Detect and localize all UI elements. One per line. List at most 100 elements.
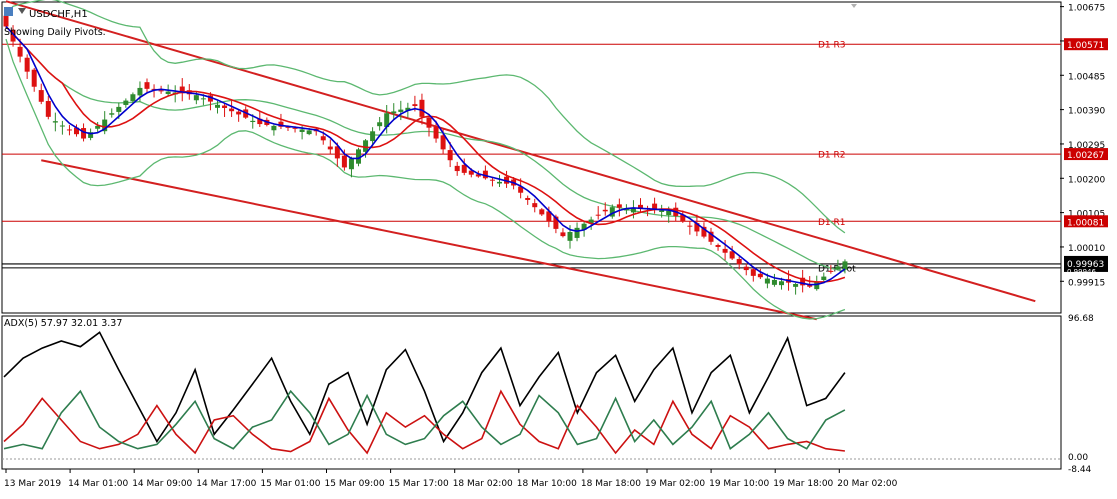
candle-body [45, 101, 51, 117]
candle-body [405, 107, 411, 111]
adx-title: ADX(5) 57.97 32.01 3.37 [4, 318, 122, 329]
candle-body [165, 91, 171, 94]
candle-body [391, 111, 397, 114]
candle-body [525, 197, 531, 200]
candle-body [680, 214, 686, 222]
candle-body [518, 186, 524, 193]
candle-body [630, 208, 636, 213]
candle-body [447, 150, 453, 161]
candle-body [24, 57, 30, 72]
candle-body [123, 100, 129, 105]
candle-body [757, 273, 763, 278]
candle-body [306, 130, 312, 135]
pivot-price-box [1064, 215, 1108, 228]
chevron-down-icon[interactable] [18, 8, 26, 14]
candle-body [179, 86, 185, 94]
candle-body [489, 179, 495, 181]
shift-marker-icon[interactable] [851, 4, 857, 8]
candle-body [715, 245, 721, 247]
current-price-label: 0.99963 [1067, 260, 1104, 270]
ma-slow-line [5, 25, 846, 283]
candle-body [835, 266, 841, 270]
candle-body [102, 119, 108, 132]
pivot-price-box [1064, 148, 1108, 161]
candle-body [130, 94, 136, 102]
candle-body [116, 106, 122, 112]
candle-body [250, 120, 256, 123]
candle-body [52, 121, 58, 123]
candle-body [694, 223, 700, 232]
candle-body [743, 266, 749, 271]
candle-body [257, 118, 263, 125]
candle-body [95, 125, 101, 129]
time-tick-label: 14 Mar 17:00 [196, 479, 256, 489]
candle-body [497, 181, 502, 184]
adx-subwindow-frame [1, 315, 1062, 470]
price-tick-label: 1.00485 [1068, 72, 1105, 82]
candle-body [595, 214, 601, 216]
candle-body [687, 225, 693, 227]
candle-body [793, 283, 799, 287]
adx-tick-label: 0.00 [1068, 453, 1088, 463]
candle-body [320, 136, 326, 141]
bollinger-upper [5, 0, 846, 234]
candle-body [553, 216, 559, 229]
candle-body [59, 125, 65, 127]
candle-body [38, 90, 44, 102]
adx-series-plusdi [3, 389, 845, 455]
candle-body [207, 95, 213, 102]
time-tick-label: 14 Mar 09:00 [132, 479, 192, 489]
candle-body [539, 209, 545, 215]
time-tick-label: 20 Mar 02:00 [837, 479, 897, 489]
candle-body [567, 231, 573, 241]
price-tick-label: 1.00200 [1068, 175, 1105, 185]
candle-body [292, 127, 298, 129]
adx-lines [3, 331, 846, 455]
candle-body [299, 129, 305, 132]
candle-body [356, 149, 361, 164]
candle-body [31, 69, 37, 87]
candle-body [348, 158, 354, 170]
candle-body [285, 126, 291, 128]
price-tick-label: 1.00675 [1068, 4, 1105, 14]
candle-body [384, 113, 390, 128]
candle-body [334, 146, 340, 159]
candle-body [574, 227, 580, 238]
candle-body [807, 284, 813, 287]
candle-body [666, 210, 672, 216]
candle-body [341, 155, 347, 168]
candle-body [652, 203, 658, 210]
candle-body [377, 122, 383, 127]
candle-body [828, 270, 834, 272]
candle-body [151, 88, 157, 90]
pivot-name-label: D1 R3 [818, 41, 846, 51]
pivot-price-label: 1.00267 [1067, 151, 1104, 161]
candle-body [764, 278, 770, 284]
candle-body [278, 121, 284, 127]
trend-channel[interactable] [5, 0, 1036, 321]
candle-body [370, 131, 376, 142]
candle-body [701, 226, 707, 237]
candle-body [609, 207, 615, 217]
candle-body [109, 113, 115, 115]
main-chart-frame [1, 1, 1062, 314]
candle-body [814, 281, 820, 290]
candle-body [17, 46, 23, 57]
time-tick-label: 15 Mar 17:00 [389, 479, 449, 489]
time-tick-label: 19 Mar 02:00 [645, 479, 705, 489]
candle-body [74, 127, 79, 135]
candle-body [771, 279, 777, 285]
time-tick-label: 18 Mar 18:00 [581, 479, 641, 489]
candle-body [327, 146, 333, 150]
symbol-icon [4, 7, 13, 16]
candle-body [222, 105, 228, 109]
channel-line-upper [5, 0, 1036, 303]
pivot-price-label: 0.99946 [1067, 268, 1096, 276]
candle-body [193, 95, 199, 101]
bollinger-bands [5, 0, 846, 320]
time-tick-label: 13 Mar 2019 [4, 479, 61, 489]
pivot-info-text: Showing Daily Pivots. [4, 27, 106, 38]
candle-body [426, 117, 432, 128]
channel-line-lower [41, 159, 817, 321]
